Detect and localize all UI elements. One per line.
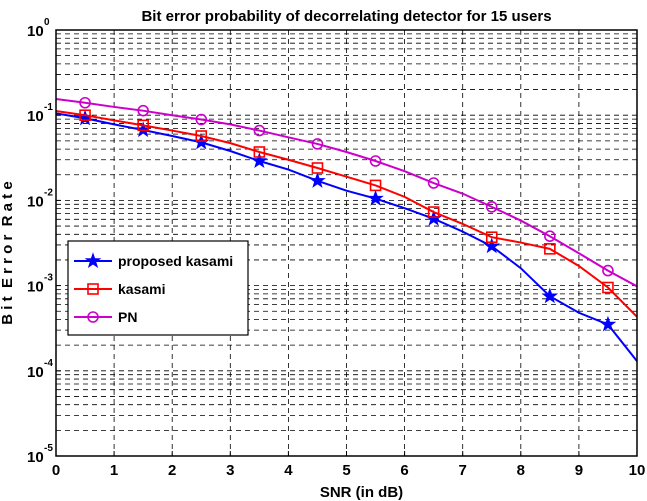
marker-square xyxy=(79,109,91,121)
marker-circle xyxy=(602,264,614,277)
y-tick-label: 10-3 xyxy=(27,273,53,296)
y-tick-base: 10 xyxy=(27,364,44,381)
y-axis-label: B i t E r r o r R a t e xyxy=(0,181,16,324)
marker-circle xyxy=(79,96,91,109)
y-tick-exponent: -3 xyxy=(44,273,53,284)
x-tick-label: 6 xyxy=(400,462,408,479)
legend-label: PN xyxy=(118,309,137,325)
marker-square xyxy=(427,206,440,218)
series-pn xyxy=(55,96,638,288)
marker-square xyxy=(544,243,556,255)
y-tick-exponent: -2 xyxy=(44,187,53,198)
x-tick-label: 1 xyxy=(110,462,118,479)
y-tick-exponent: -4 xyxy=(44,358,53,369)
series-kasami xyxy=(55,109,638,318)
grid xyxy=(56,30,637,456)
marker-circle xyxy=(253,124,266,137)
y-tick-base: 10 xyxy=(27,193,44,210)
chart-title: Bit error probability of decorrelating d… xyxy=(141,8,551,25)
marker-star xyxy=(309,172,326,188)
legend: proposed kasami kasami PN xyxy=(67,240,249,336)
marker-square xyxy=(87,283,99,295)
marker-star xyxy=(367,189,384,206)
marker-circle xyxy=(369,155,382,167)
marker-square xyxy=(485,231,498,243)
y-tick-label: 10-2 xyxy=(27,187,53,210)
x-tick-label: 7 xyxy=(459,462,467,479)
x-tick-label: 9 xyxy=(575,462,583,479)
marker-square xyxy=(311,162,324,174)
legend-item: proposed kasami xyxy=(74,252,233,269)
marker-circle xyxy=(195,113,208,126)
marker-star xyxy=(483,237,501,254)
marker-circle xyxy=(137,104,149,117)
marker-circle xyxy=(485,201,498,213)
x-tick-label: 2 xyxy=(168,462,176,479)
y-tick-base: 10 xyxy=(27,23,44,40)
marker-square xyxy=(137,119,149,132)
y-tick-base: 10 xyxy=(27,108,44,125)
y-tick-label: 10-5 xyxy=(27,443,53,466)
marker-star xyxy=(541,287,559,304)
marker-star xyxy=(599,315,617,332)
y-tick-base: 10 xyxy=(27,449,44,466)
y-tick-exponent: -1 xyxy=(44,102,53,113)
series-line xyxy=(55,110,638,318)
x-tick-label: 8 xyxy=(517,462,525,479)
legend-item: kasami xyxy=(74,281,165,297)
x-tick-label: 4 xyxy=(284,462,293,479)
y-tick-label: 100 xyxy=(27,17,50,40)
marker-square xyxy=(602,281,614,294)
y-tick-label: 10-1 xyxy=(27,102,53,125)
marker-circle xyxy=(87,311,99,323)
legend-label: kasami xyxy=(118,281,165,297)
series-lines xyxy=(55,96,638,362)
x-tick-label: 3 xyxy=(226,462,234,479)
x-tick-label: 5 xyxy=(342,462,350,479)
x-tick-labels: 0 1 2 3 4 5 6 7 8 9 10 xyxy=(52,451,646,479)
marker-circle xyxy=(311,138,324,150)
marker-star xyxy=(251,152,268,169)
marker-circle xyxy=(427,177,440,189)
marker-square xyxy=(195,130,208,142)
x-axis-label: SNR (in dB) xyxy=(320,484,403,501)
x-tick-label: 10 xyxy=(629,462,646,479)
series-line xyxy=(55,97,638,288)
marker-square xyxy=(253,146,266,158)
marker-square xyxy=(369,179,382,192)
legend-item: PN xyxy=(74,309,137,325)
y-tick-base: 10 xyxy=(27,279,44,296)
y-tick-label: 10-4 xyxy=(27,358,53,381)
marker-star xyxy=(84,252,102,269)
marker-circle xyxy=(544,230,556,243)
series-line xyxy=(55,112,638,362)
y-tick-exponent: -5 xyxy=(44,443,53,454)
legend-label: proposed kasami xyxy=(118,253,233,269)
y-tick-exponent: 0 xyxy=(44,17,50,28)
x-tick-label: 0 xyxy=(52,462,60,479)
